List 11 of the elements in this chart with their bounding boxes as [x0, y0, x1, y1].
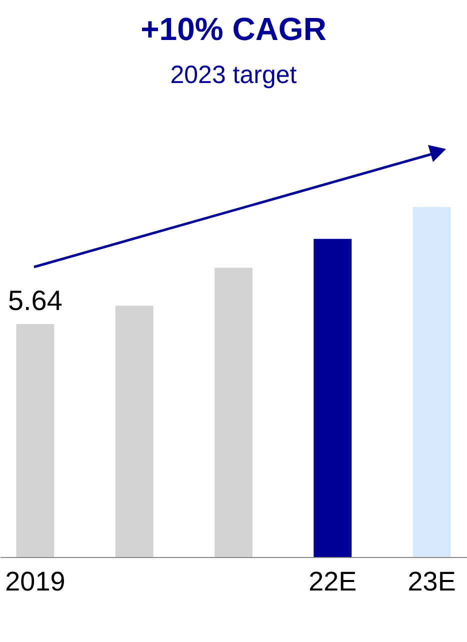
bar	[115, 306, 154, 557]
chart-title: +10% CAGR	[140, 11, 326, 47]
chart-subtitle: 2023 target	[170, 61, 297, 89]
x-tick-label: 23E	[408, 566, 456, 596]
bar	[214, 268, 252, 557]
bar	[412, 207, 451, 557]
data-label: 5.64	[8, 284, 62, 316]
x-tick-label: 2019	[5, 566, 66, 596]
bar	[314, 238, 352, 557]
bar	[16, 324, 54, 557]
x-tick-label: 22E	[308, 566, 357, 596]
